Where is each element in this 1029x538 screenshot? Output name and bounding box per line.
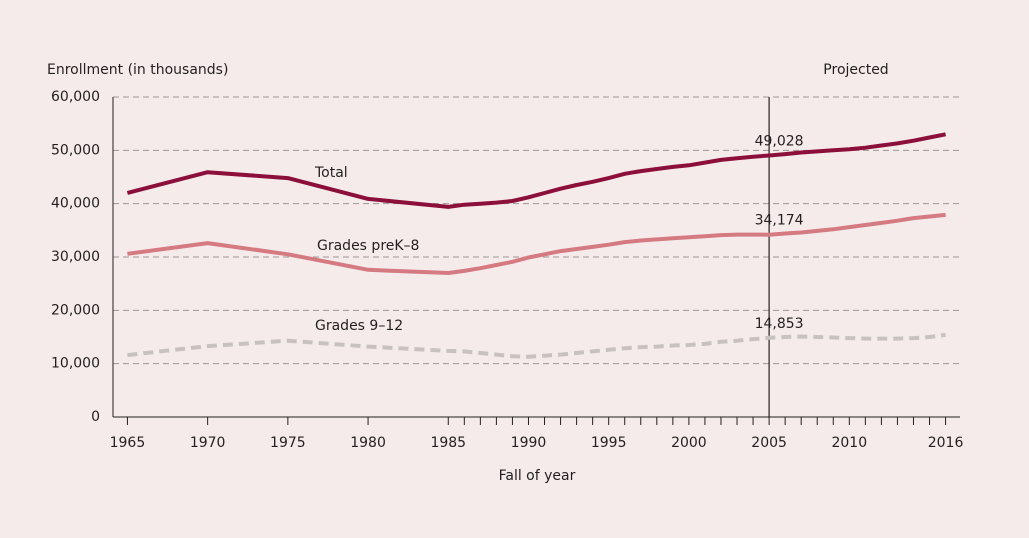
x-tick-label: 1965 <box>110 435 146 451</box>
x-tick-label: 1990 <box>511 435 547 451</box>
series-label: Grades preK–8 <box>317 238 419 254</box>
x-tick-label: 1995 <box>591 435 627 451</box>
data-label: 49,028 <box>755 134 804 150</box>
y-tick-label: 30,000 <box>51 249 100 265</box>
y-tick-label: 40,000 <box>51 196 100 212</box>
x-tick-label: 2000 <box>671 435 707 451</box>
series-label: Total <box>314 165 348 181</box>
series-line <box>127 332 946 359</box>
x-tick-label: 2016 <box>928 435 964 451</box>
x-tick-label: 1985 <box>430 435 466 451</box>
data-label: 34,174 <box>755 213 804 229</box>
x-tick-label: 1980 <box>350 435 386 451</box>
x-axis-label: Fall of year <box>499 468 576 484</box>
y-tick-label: 0 <box>91 409 100 425</box>
y-tick-label: 20,000 <box>51 302 100 318</box>
x-tick-label: 1975 <box>270 435 306 451</box>
x-tick-label: 1970 <box>190 435 226 451</box>
y-axis-label: Enrollment (in thousands) <box>47 62 228 78</box>
y-tick-label: 60,000 <box>51 89 100 105</box>
x-tick-label: 2010 <box>831 435 867 451</box>
series-label: Grades 9–12 <box>315 318 403 334</box>
y-tick-label: 10,000 <box>51 356 100 372</box>
series-line <box>126 132 946 209</box>
projection-label: Projected <box>823 62 888 78</box>
series-line <box>127 212 946 275</box>
data-label: 14,853 <box>755 316 804 332</box>
x-tick-label: 2005 <box>751 435 787 451</box>
y-tick-label: 50,000 <box>51 142 100 158</box>
